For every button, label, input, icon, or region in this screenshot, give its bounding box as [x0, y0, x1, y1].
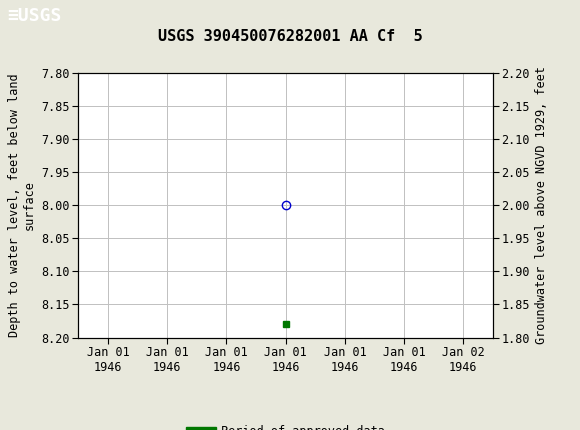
Y-axis label: Groundwater level above NGVD 1929, feet: Groundwater level above NGVD 1929, feet	[535, 66, 548, 344]
Text: USGS 390450076282001 AA Cf  5: USGS 390450076282001 AA Cf 5	[158, 29, 422, 44]
Y-axis label: Depth to water level, feet below land
surface: Depth to water level, feet below land su…	[8, 74, 36, 337]
Text: ≡USGS: ≡USGS	[7, 7, 61, 25]
Legend: Period of approved data: Period of approved data	[182, 420, 390, 430]
